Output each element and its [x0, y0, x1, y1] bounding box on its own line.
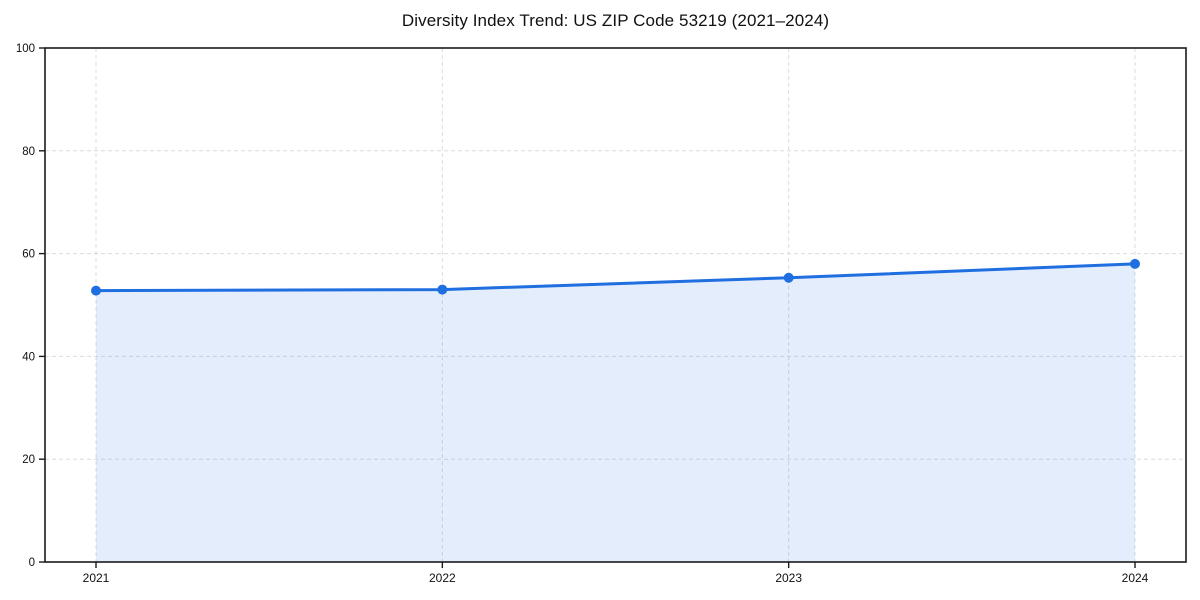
y-axis-tick-label: 100 — [16, 43, 35, 55]
y-axis-tick-label: 80 — [22, 146, 35, 158]
data-point-marker-2023 — [783, 272, 794, 283]
data-point-marker-2024 — [1130, 258, 1140, 269]
y-axis-tick-label: 20 — [22, 454, 35, 466]
data-point-marker-2022 — [437, 284, 448, 295]
plot-border — [44, 47, 1187, 563]
x-axis-tick-label: 2021 — [83, 571, 110, 585]
data-point-marker-2021 — [91, 285, 101, 296]
chart-title: Diversity Index Trend: US ZIP Code 53219… — [401, 11, 830, 30]
area-fill — [96, 263, 1135, 562]
y-axis-tick-label: 40 — [22, 351, 35, 363]
y-axis-tick-label: 0 — [29, 557, 35, 569]
y-axis-tick-label: 60 — [22, 249, 35, 261]
trend-line — [94, 262, 1137, 293]
x-axis-tick-label: 2022 — [429, 571, 456, 585]
x-axis-tick-label: 2023 — [775, 571, 802, 585]
x-axis-tick-label: 2024 — [1122, 571, 1149, 585]
